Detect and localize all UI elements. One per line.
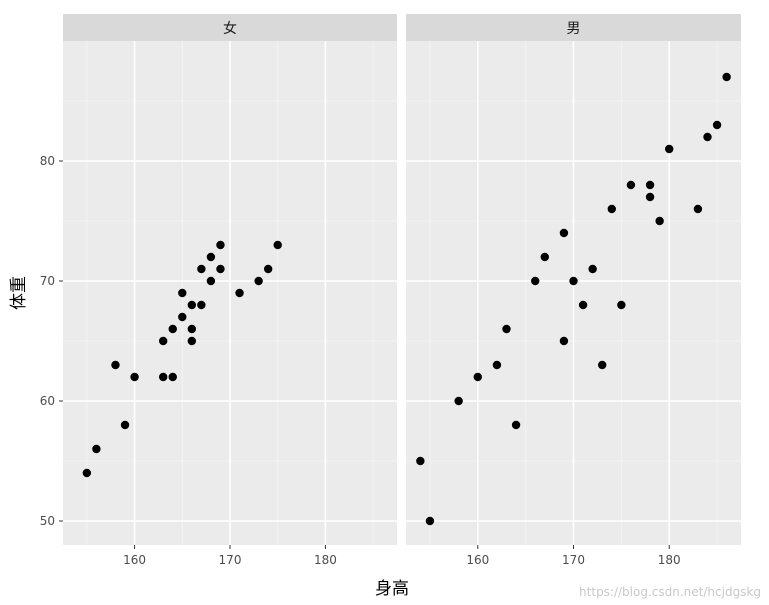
data-point [120, 420, 130, 430]
data-point [588, 264, 597, 274]
data-point [130, 372, 139, 382]
data-point [168, 372, 177, 382]
data-point [187, 324, 197, 334]
x-tick-label: 160 [466, 553, 489, 567]
data-point [187, 300, 197, 310]
facet-strip [63, 14, 397, 41]
x-tick-label: 180 [314, 553, 337, 567]
x-axis-title: 身高 [375, 579, 409, 599]
facet-strip [406, 14, 741, 41]
data-point [607, 204, 616, 214]
data-point [254, 276, 263, 286]
data-point [206, 252, 216, 262]
y-tick-label: 50 [40, 514, 55, 528]
data-point [178, 288, 187, 298]
data-point [235, 288, 244, 298]
data-point [511, 420, 521, 430]
x-tick-label: 180 [658, 553, 681, 567]
data-point [598, 360, 607, 370]
data-point [559, 336, 569, 346]
data-point [159, 336, 168, 346]
facet-strip-label: 女 [223, 20, 237, 37]
facet-panel-1: 女 160 170 180 [63, 14, 397, 567]
data-point [178, 312, 187, 322]
data-point [159, 372, 168, 382]
data-point [111, 360, 120, 370]
data-point [712, 120, 722, 130]
y-tick-label: 80 [40, 154, 55, 168]
data-point [92, 444, 101, 454]
data-point [502, 324, 511, 334]
data-point [531, 276, 540, 286]
data-point [559, 228, 569, 238]
x-tick-label: 160 [123, 553, 146, 567]
data-point [473, 372, 482, 382]
y-tick-label: 70 [40, 274, 55, 288]
data-point [693, 204, 703, 214]
data-point [216, 264, 225, 274]
x-tick-label: 170 [562, 553, 585, 567]
data-point [206, 276, 216, 286]
data-point [569, 276, 578, 286]
data-point [703, 132, 712, 142]
watermark: https://blog.csdn.net/hcjdgskg [579, 585, 761, 599]
data-point [617, 300, 626, 310]
data-point [540, 252, 549, 262]
data-point [655, 216, 664, 226]
data-point [578, 300, 588, 310]
x-tick-label: 170 [219, 553, 242, 567]
data-point [492, 360, 502, 370]
y-axis: 50 60 70 80 [40, 154, 63, 528]
data-point [273, 240, 282, 250]
data-point [416, 456, 425, 466]
data-point [722, 72, 731, 82]
data-point [263, 264, 273, 274]
data-point [197, 300, 206, 310]
data-point [645, 192, 655, 202]
y-axis-title: 体重 [9, 276, 29, 310]
data-point [82, 468, 92, 478]
data-point [187, 336, 197, 346]
data-point [216, 240, 225, 250]
data-point [454, 396, 463, 406]
data-point [626, 180, 636, 190]
data-point [665, 144, 674, 154]
facet-strip-label: 男 [567, 21, 581, 37]
data-point [168, 324, 177, 334]
y-tick-label: 60 [40, 394, 55, 408]
data-point [645, 180, 655, 190]
data-point [197, 264, 206, 274]
facet-panel-2: 男 160 170 180 [406, 14, 741, 567]
data-point [425, 516, 435, 526]
